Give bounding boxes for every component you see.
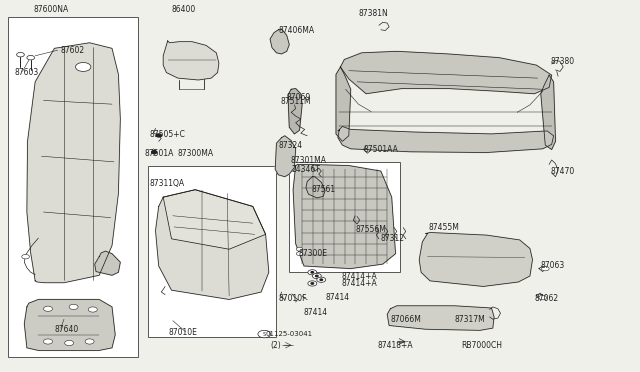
Text: 87311QA: 87311QA: [150, 179, 185, 187]
Text: 87414+A: 87414+A: [341, 279, 377, 288]
Text: 01125-03041: 01125-03041: [266, 331, 313, 337]
Circle shape: [44, 306, 52, 311]
Text: 87501A: 87501A: [145, 149, 174, 158]
Polygon shape: [338, 126, 554, 153]
Text: 87455M: 87455M: [429, 223, 460, 232]
Text: 86400: 86400: [172, 5, 196, 14]
Text: 87640: 87640: [54, 325, 79, 334]
Text: 87380: 87380: [550, 57, 575, 66]
Text: 87406MA: 87406MA: [278, 26, 314, 35]
Text: 87602: 87602: [61, 46, 85, 55]
Text: 24346T: 24346T: [292, 165, 321, 174]
Circle shape: [296, 247, 303, 251]
Bar: [289, 162, 400, 272]
Text: 87414+A: 87414+A: [341, 272, 377, 280]
Text: 87010F: 87010F: [278, 294, 307, 303]
Bar: [8, 17, 138, 357]
Circle shape: [311, 283, 314, 284]
Circle shape: [539, 295, 547, 300]
Text: 87556M: 87556M: [355, 225, 386, 234]
Text: 87324: 87324: [278, 141, 303, 150]
Text: 87511M: 87511M: [280, 97, 311, 106]
Text: 87010E: 87010E: [168, 328, 197, 337]
Text: 87414: 87414: [325, 293, 349, 302]
Polygon shape: [275, 136, 296, 177]
Text: RB7000CH: RB7000CH: [461, 341, 502, 350]
Text: 87505+C: 87505+C: [149, 130, 185, 139]
Text: 87301MA: 87301MA: [291, 156, 326, 165]
Circle shape: [156, 134, 161, 137]
Polygon shape: [419, 232, 532, 286]
Text: 87418+A: 87418+A: [378, 341, 413, 350]
Circle shape: [311, 272, 314, 273]
Text: S: S: [263, 331, 266, 337]
Text: 87300E: 87300E: [299, 249, 328, 258]
Text: 87470: 87470: [550, 167, 575, 176]
Circle shape: [312, 273, 321, 279]
Circle shape: [152, 151, 157, 154]
Circle shape: [22, 254, 29, 259]
Polygon shape: [163, 190, 266, 249]
Circle shape: [258, 330, 271, 338]
Polygon shape: [387, 306, 494, 330]
Polygon shape: [270, 29, 289, 54]
Text: 87381N: 87381N: [358, 9, 388, 17]
Polygon shape: [541, 75, 556, 150]
Polygon shape: [24, 299, 115, 350]
Text: 87069: 87069: [286, 93, 310, 102]
Polygon shape: [156, 190, 269, 299]
Text: 87063: 87063: [541, 262, 565, 270]
Text: 87600NA: 87600NA: [33, 5, 69, 14]
Polygon shape: [27, 43, 120, 283]
Circle shape: [69, 304, 78, 310]
Circle shape: [308, 270, 317, 275]
Circle shape: [320, 279, 323, 280]
Text: 87414: 87414: [304, 308, 328, 317]
Text: 87300MA: 87300MA: [178, 149, 214, 158]
Circle shape: [76, 62, 91, 71]
Circle shape: [44, 339, 52, 344]
Circle shape: [541, 266, 549, 271]
Text: (2): (2): [270, 341, 281, 350]
Polygon shape: [95, 251, 120, 275]
Circle shape: [85, 339, 94, 344]
Polygon shape: [288, 89, 302, 134]
Circle shape: [27, 55, 35, 60]
Text: 87501AA: 87501AA: [364, 145, 398, 154]
Text: 87062: 87062: [534, 294, 559, 303]
Polygon shape: [163, 41, 219, 80]
Polygon shape: [336, 67, 351, 141]
Polygon shape: [293, 164, 396, 269]
Circle shape: [308, 281, 317, 286]
Text: 87603: 87603: [14, 68, 38, 77]
Text: 87312: 87312: [381, 234, 404, 243]
Circle shape: [316, 275, 318, 277]
Circle shape: [296, 252, 303, 256]
Text: 87317M: 87317M: [454, 315, 485, 324]
Circle shape: [88, 307, 97, 312]
Bar: [148, 166, 276, 337]
Circle shape: [17, 52, 24, 57]
Circle shape: [65, 340, 74, 346]
Polygon shape: [340, 51, 552, 94]
Text: 87066M: 87066M: [390, 315, 421, 324]
Polygon shape: [306, 177, 325, 198]
Circle shape: [317, 277, 326, 282]
Text: 87561: 87561: [312, 185, 336, 194]
